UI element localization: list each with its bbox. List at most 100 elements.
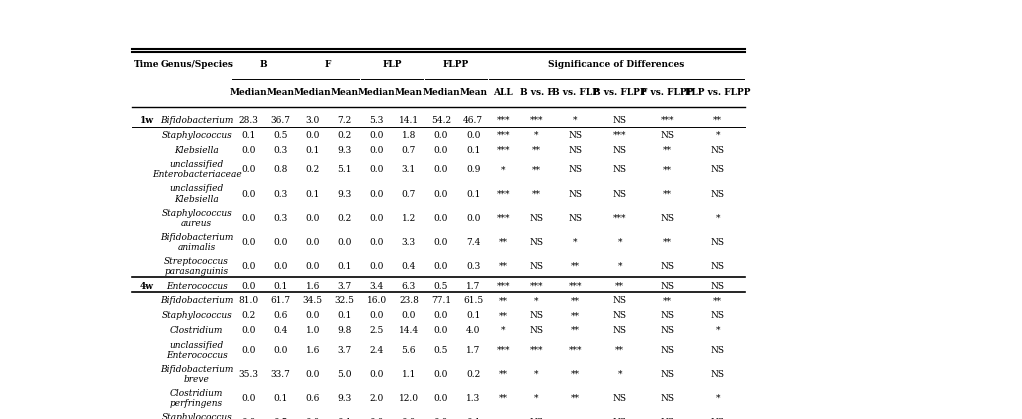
Text: 3.7: 3.7: [337, 282, 352, 291]
Text: **: **: [531, 189, 541, 199]
Text: 0.7: 0.7: [402, 189, 416, 199]
Text: NS: NS: [660, 346, 675, 354]
Text: Clostridium: Clostridium: [170, 326, 224, 335]
Text: *: *: [573, 418, 577, 419]
Text: 1.7: 1.7: [466, 346, 480, 354]
Text: 0.0: 0.0: [274, 238, 288, 247]
Text: NS: NS: [660, 131, 675, 140]
Text: 0.0: 0.0: [402, 418, 416, 419]
Text: 0.0: 0.0: [433, 370, 449, 379]
Text: 0.1: 0.1: [306, 146, 320, 155]
Text: 0.5: 0.5: [433, 346, 449, 354]
Text: 12.0: 12.0: [399, 394, 419, 403]
Text: NS: NS: [711, 346, 725, 354]
Text: **: **: [499, 238, 508, 247]
Text: Mean: Mean: [459, 88, 487, 97]
Text: 0.3: 0.3: [274, 146, 288, 155]
Text: *: *: [715, 131, 721, 140]
Text: **: **: [499, 262, 508, 271]
Text: 0.0: 0.0: [370, 166, 384, 174]
Text: Staphylococcus: Staphylococcus: [161, 311, 232, 320]
Text: 0.4: 0.4: [274, 326, 288, 335]
Text: 0.3: 0.3: [274, 189, 288, 199]
Text: 0.6: 0.6: [306, 394, 320, 403]
Text: 14.1: 14.1: [399, 116, 419, 125]
Text: 28.3: 28.3: [238, 116, 259, 125]
Text: NS: NS: [568, 189, 583, 199]
Text: *: *: [617, 238, 621, 247]
Text: Mean: Mean: [394, 88, 423, 97]
Text: NS: NS: [660, 394, 675, 403]
Text: 0.0: 0.0: [241, 238, 256, 247]
Text: Staphylococcus
aureus: Staphylococcus aureus: [161, 209, 232, 228]
Text: 0.0: 0.0: [370, 262, 384, 271]
Text: NS: NS: [612, 418, 626, 419]
Text: **: **: [615, 282, 624, 291]
Text: 0.4: 0.4: [402, 262, 416, 271]
Text: 0.1: 0.1: [306, 189, 320, 199]
Text: Staphylococcus: Staphylococcus: [161, 131, 232, 140]
Text: 0.0: 0.0: [433, 189, 449, 199]
Text: ***: ***: [529, 346, 544, 354]
Text: Bifidobacterium
breve: Bifidobacterium breve: [160, 365, 233, 384]
Text: NS: NS: [711, 262, 725, 271]
Text: Significance of Differences: Significance of Differences: [549, 60, 685, 69]
Text: *: *: [715, 214, 721, 223]
Text: Genus/Species: Genus/Species: [160, 60, 233, 69]
Text: 0.0: 0.0: [241, 214, 256, 223]
Text: Klebsiella: Klebsiella: [175, 146, 219, 155]
Text: NS: NS: [711, 166, 725, 174]
Text: 34.5: 34.5: [303, 297, 323, 305]
Text: 1w: 1w: [140, 116, 154, 125]
Text: FLP vs. FLPP: FLP vs. FLPP: [685, 88, 750, 97]
Text: 5.0: 5.0: [337, 370, 352, 379]
Text: 61.7: 61.7: [271, 297, 290, 305]
Text: 0.0: 0.0: [274, 262, 288, 271]
Text: 0.3: 0.3: [466, 262, 480, 271]
Text: 1.2: 1.2: [402, 214, 416, 223]
Text: **: **: [499, 311, 508, 320]
Text: 35.3: 35.3: [238, 370, 259, 379]
Text: **: **: [570, 297, 579, 305]
Text: Enterococcus: Enterococcus: [166, 282, 228, 291]
Text: 0.0: 0.0: [370, 238, 384, 247]
Text: ***: ***: [497, 346, 510, 354]
Text: 0.0: 0.0: [241, 146, 256, 155]
Text: 0.0: 0.0: [370, 146, 384, 155]
Text: NS: NS: [568, 131, 583, 140]
Text: NS: NS: [568, 166, 583, 174]
Text: 3.3: 3.3: [402, 238, 416, 247]
Text: *: *: [535, 131, 539, 140]
Text: 1.0: 1.0: [306, 326, 320, 335]
Text: **: **: [713, 116, 723, 125]
Text: Bifidobacterium: Bifidobacterium: [160, 116, 233, 125]
Text: 0.2: 0.2: [306, 166, 320, 174]
Text: 0.0: 0.0: [466, 214, 480, 223]
Text: 0.0: 0.0: [433, 131, 449, 140]
Text: ***: ***: [497, 131, 510, 140]
Text: NS: NS: [711, 311, 725, 320]
Text: NS: NS: [660, 214, 675, 223]
Text: 6.3: 6.3: [402, 282, 416, 291]
Text: **: **: [570, 370, 579, 379]
Text: 0.1: 0.1: [466, 418, 480, 419]
Text: NS: NS: [711, 418, 725, 419]
Text: 5.1: 5.1: [337, 166, 352, 174]
Text: 0.0: 0.0: [433, 238, 449, 247]
Text: 0.0: 0.0: [370, 131, 384, 140]
Text: NS: NS: [612, 394, 626, 403]
Text: 9.3: 9.3: [337, 189, 352, 199]
Text: unclassified
Klebsiella: unclassified Klebsiella: [170, 184, 224, 204]
Text: NS: NS: [711, 189, 725, 199]
Text: 36.7: 36.7: [271, 116, 290, 125]
Text: 0.0: 0.0: [433, 394, 449, 403]
Text: NS: NS: [660, 326, 675, 335]
Text: *: *: [573, 238, 577, 247]
Text: 0.0: 0.0: [433, 311, 449, 320]
Text: 0.3: 0.3: [274, 214, 288, 223]
Text: 0.7: 0.7: [402, 146, 416, 155]
Text: *: *: [501, 166, 506, 174]
Text: 0.0: 0.0: [241, 282, 256, 291]
Text: 7.2: 7.2: [337, 116, 352, 125]
Text: 1.1: 1.1: [402, 370, 416, 379]
